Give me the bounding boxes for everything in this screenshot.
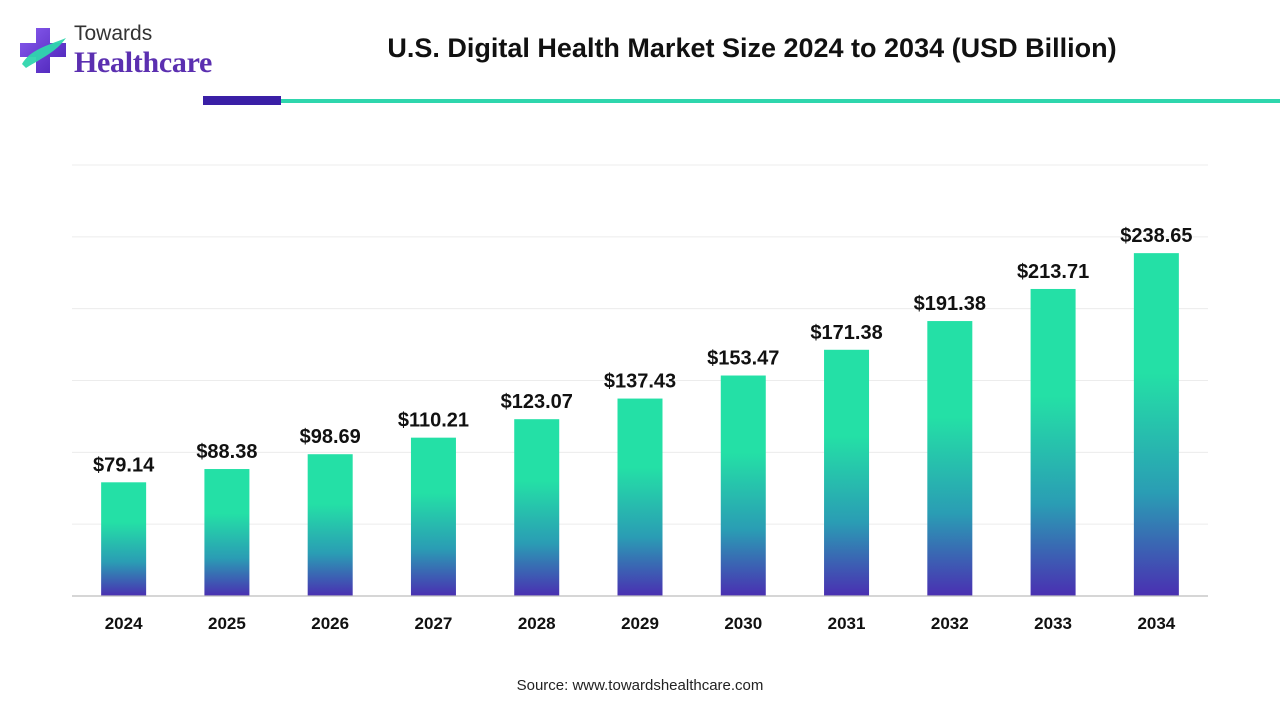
x-tick-2030: 2030 [724, 614, 762, 633]
bar-2024 [101, 482, 147, 596]
x-tick-2031: 2031 [828, 614, 866, 633]
bar-2025 [204, 469, 250, 596]
value-label-2027: $110.21 [398, 410, 469, 432]
bar-2034 [1133, 253, 1179, 596]
brand-name-bottom: Healthcare [74, 46, 213, 79]
value-label-2031: $171.38 [810, 322, 882, 344]
x-tick-2025: 2025 [208, 614, 246, 633]
x-tick-2033: 2033 [1034, 614, 1072, 633]
bar-2030 [720, 375, 766, 596]
brand-name-top: Towards [74, 22, 153, 45]
bar-2032 [927, 321, 973, 596]
value-label-2034: $238.65 [1120, 225, 1192, 247]
source-note: Source: www.towardshealthcare.com [516, 677, 764, 694]
x-tick-2024: 2024 [105, 614, 143, 633]
bar-2027 [410, 437, 456, 596]
value-label-2033: $213.71 [1017, 261, 1089, 283]
x-tick-labels: 2024 2025 2026 2027 2028 2029 2030 2031 2032 2033… [105, 614, 1176, 633]
chart-title: U.S. Digital Health Market Size 2024 to … [387, 33, 1117, 63]
x-tick-2032: 2032 [931, 614, 969, 633]
value-label-2030: $153.47 [707, 348, 779, 370]
value-label-2028: $123.07 [501, 391, 573, 413]
value-label-2025: $88.38 [196, 441, 257, 463]
value-label-2024: $79.14 [93, 454, 155, 476]
bar-2033 [1030, 288, 1076, 596]
value-label-2032: $191.38 [914, 293, 986, 315]
value-label-2029: $137.43 [604, 371, 676, 393]
bar-2028 [514, 419, 560, 596]
title-accent-bar [203, 96, 281, 105]
medical-cross-icon [20, 28, 66, 73]
x-tick-2026: 2026 [311, 614, 349, 633]
bar-2031 [824, 349, 870, 596]
brand-logo: Towards Healthcare [16, 20, 246, 84]
value-labels: $79.14 $88.38 $98.69 $110.21 $123.07 $137.43 $… [93, 225, 1192, 476]
x-tick-2028: 2028 [518, 614, 556, 633]
x-tick-2034: 2034 [1137, 614, 1175, 633]
title-underline [281, 99, 1280, 103]
x-tick-2027: 2027 [415, 614, 453, 633]
bar-2029 [617, 398, 663, 596]
bars [101, 253, 1179, 596]
value-label-2026: $98.69 [300, 426, 361, 448]
x-tick-2029: 2029 [621, 614, 659, 633]
bar-2026 [307, 454, 353, 596]
